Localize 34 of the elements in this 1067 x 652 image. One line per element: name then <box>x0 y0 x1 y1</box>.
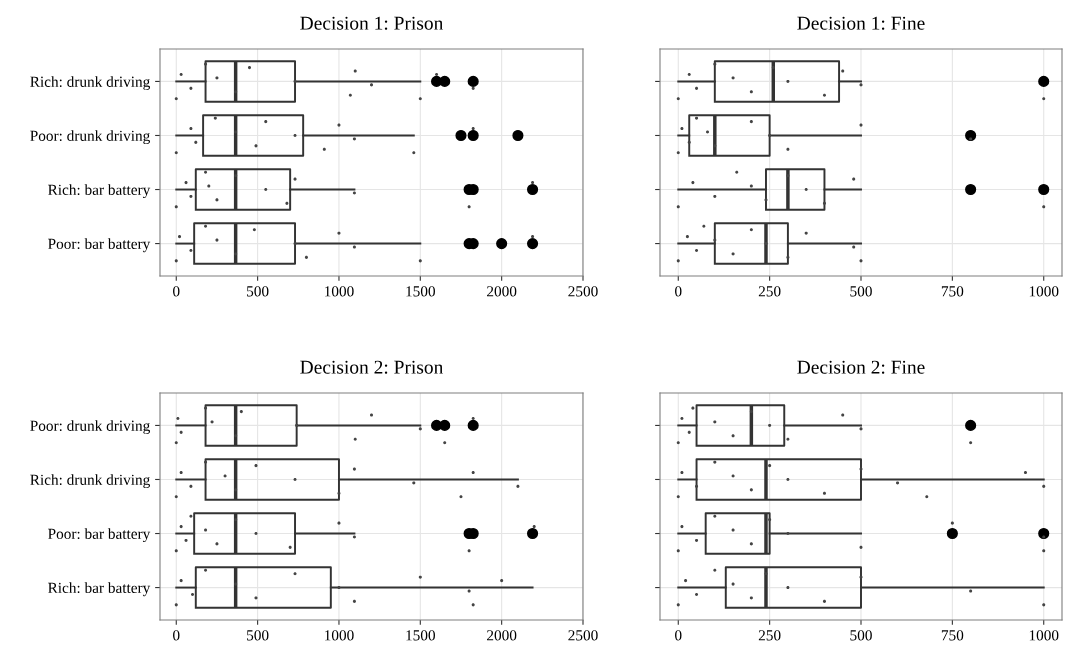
x-tick-label: 2500 <box>568 286 598 297</box>
x-tick-label: 500 <box>850 630 872 641</box>
y-tick-label: Poor: bar battery <box>48 528 151 543</box>
x-tick-label: 0 <box>675 630 682 641</box>
x-tick-label: 1500 <box>406 630 435 641</box>
x-tick-label: 250 <box>758 286 781 297</box>
x-tick-label: 1000 <box>325 630 354 641</box>
x-tick-label: 0 <box>675 286 682 297</box>
x-tick-label: 2000 <box>487 286 517 297</box>
x-tick-label: 1000 <box>1029 286 1059 297</box>
x-tick-label: 250 <box>758 630 781 641</box>
y-tick-label: Poor: drunk driving <box>30 420 150 435</box>
x-tick-label: 1000 <box>325 286 354 297</box>
chart-title: Decision 1: Prison <box>300 16 444 30</box>
y-tick-label: Rich: drunk driving <box>30 474 150 489</box>
y-tick-label: Rich: bar battery <box>48 184 151 199</box>
x-tick-label: 0 <box>173 286 180 297</box>
y-tick-label: Rich: bar battery <box>48 582 151 597</box>
x-tick-label: 2000 <box>487 630 517 641</box>
chart-title: Decision 1: Fine <box>797 16 925 30</box>
x-tick-label: 1000 <box>1029 630 1059 641</box>
y-tick-label: Poor: drunk driving <box>30 130 150 145</box>
x-tick-label: 750 <box>941 630 964 641</box>
x-tick-label: 1500 <box>406 286 435 297</box>
chart-title: Decision 2: Fine <box>797 360 925 374</box>
x-tick-label: 750 <box>941 286 964 297</box>
y-tick-label: Rich: drunk driving <box>30 76 150 91</box>
chart-title: Decision 2: Prison <box>300 360 444 374</box>
x-tick-label: 500 <box>850 286 872 297</box>
y-tick-label: Poor: bar battery <box>48 238 151 253</box>
x-tick-label: 500 <box>247 630 269 641</box>
x-tick-label: 0 <box>173 630 180 641</box>
x-tick-label: 2500 <box>568 630 598 641</box>
x-tick-label: 500 <box>247 286 269 297</box>
